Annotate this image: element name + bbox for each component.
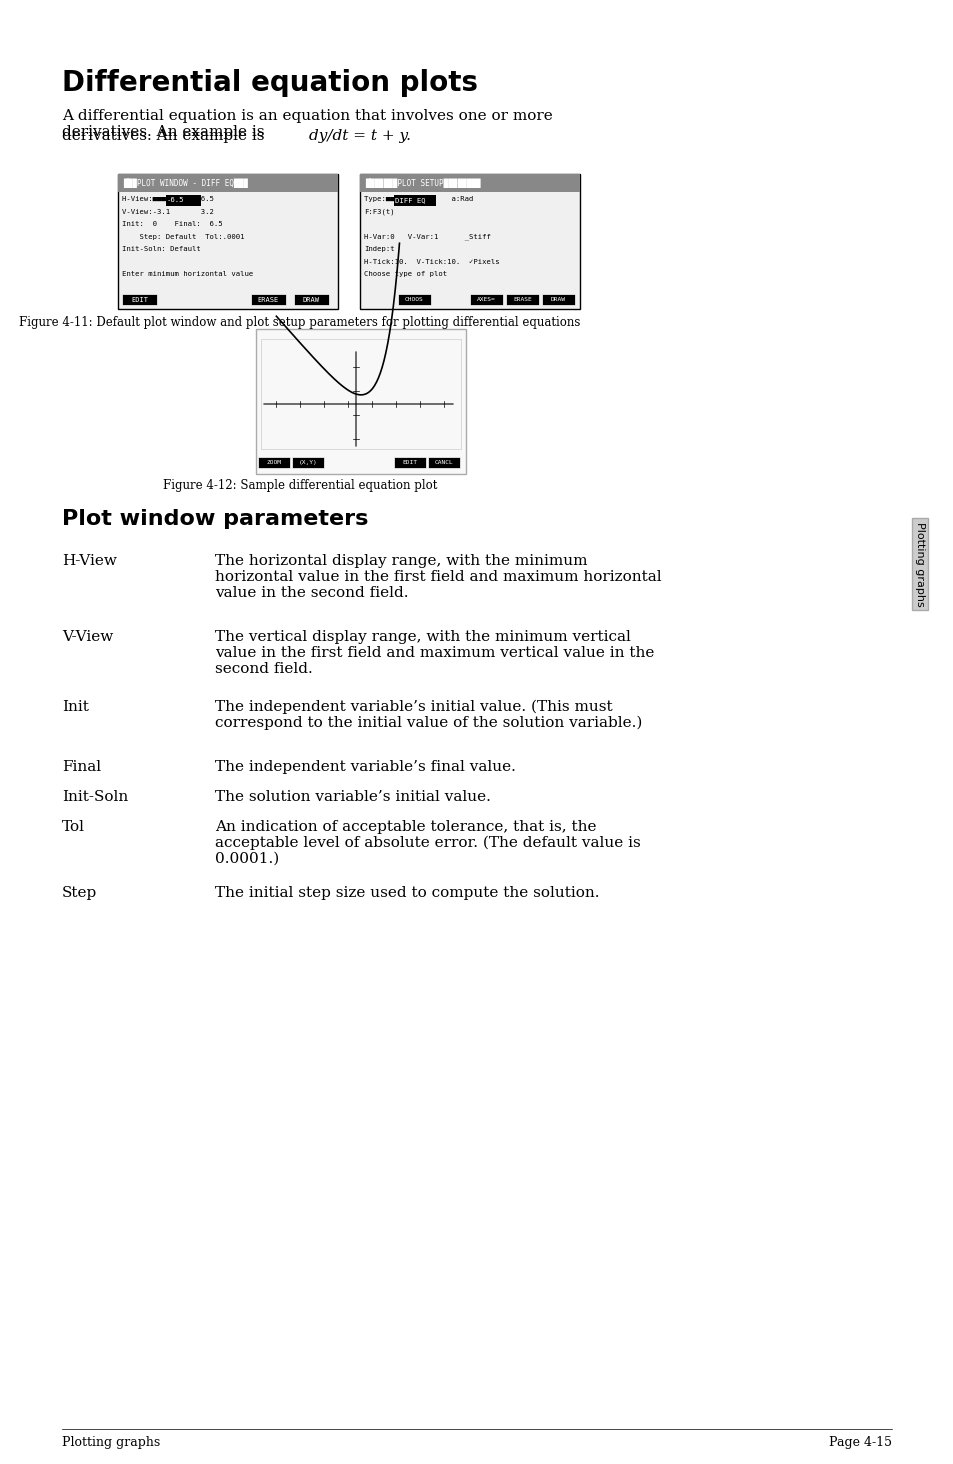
Bar <box>505 294 538 305</box>
Text: Indep:t: Indep:t <box>364 246 395 252</box>
Bar <box>122 294 157 305</box>
Text: Init-Soln: Init-Soln <box>62 791 128 804</box>
Text: value in the first field and maximum vertical value in the: value in the first field and maximum ver… <box>214 646 654 660</box>
Text: A differential equation is an equation that involves one or more
derivatives. An: A differential equation is an equation t… <box>62 108 552 139</box>
Text: Step: Step <box>62 886 97 900</box>
Text: The initial step size used to compute the solution.: The initial step size used to compute th… <box>214 886 598 900</box>
Text: ERASE: ERASE <box>257 297 279 303</box>
Text: Init-Soln: Default: Init-Soln: Default <box>122 246 200 252</box>
Text: derivatives. An example is: derivatives. An example is <box>62 129 269 143</box>
Bar <box>118 174 337 309</box>
Text: DIFF EQ: DIFF EQ <box>395 198 425 203</box>
Text: Plot window parameters: Plot window parameters <box>62 509 368 529</box>
Text: horizontal value in the first field and maximum horizontal: horizontal value in the first field and … <box>214 569 661 584</box>
Text: The independent variable’s initial value. (This must: The independent variable’s initial value… <box>214 700 612 714</box>
Text: The vertical display range, with the minimum vertical: The vertical display range, with the min… <box>214 630 630 644</box>
Text: (X,Y): (X,Y) <box>298 460 317 466</box>
Bar <box>359 174 579 309</box>
Text: Tol: Tol <box>62 820 85 834</box>
Bar <box>394 457 426 468</box>
Text: F:F3(t): F:F3(t) <box>364 208 395 215</box>
Text: ERASE: ERASE <box>513 297 532 302</box>
Text: Step: Default  Tol:.0001: Step: Default Tol:.0001 <box>122 233 244 240</box>
Text: EDIT: EDIT <box>131 297 148 303</box>
Text: -6.5: -6.5 <box>167 198 184 203</box>
Text: Final: Final <box>62 760 101 774</box>
Text: H-Var:0   V-Var:1      _Stiff: H-Var:0 V-Var:1 _Stiff <box>364 233 491 240</box>
Text: Plotting graphs: Plotting graphs <box>914 521 924 606</box>
Text: V-View:-3.1       3.2: V-View:-3.1 3.2 <box>122 208 213 215</box>
Text: Init: Init <box>62 700 89 714</box>
Text: Type:■■■■■■         a:Rad: Type:■■■■■■ a:Rad <box>364 196 473 202</box>
Text: DRAW: DRAW <box>551 297 565 302</box>
Text: H-Tick:10.  V-Tick:10.  ✓Pixels: H-Tick:10. V-Tick:10. ✓Pixels <box>364 259 499 265</box>
Text: Choose type of plot: Choose type of plot <box>364 271 447 277</box>
Bar <box>166 195 201 206</box>
Text: EDIT: EDIT <box>402 460 417 466</box>
Text: AXES=: AXES= <box>476 297 496 302</box>
Text: Figure 4-12: Sample differential equation plot: Figure 4-12: Sample differential equatio… <box>163 479 436 492</box>
Text: second field.: second field. <box>214 662 313 676</box>
Bar <box>118 174 337 192</box>
Bar <box>541 294 575 305</box>
Bar <box>397 294 431 305</box>
Bar <box>470 294 502 305</box>
Text: Enter minimum horizontal value: Enter minimum horizontal value <box>122 271 253 277</box>
Text: CANCL: CANCL <box>435 460 453 466</box>
Bar <box>261 340 460 449</box>
Text: The horizontal display range, with the minimum: The horizontal display range, with the m… <box>214 553 587 568</box>
Text: acceptable level of absolute error. (The default value is: acceptable level of absolute error. (The… <box>214 836 640 851</box>
Text: The independent variable’s final value.: The independent variable’s final value. <box>214 760 516 774</box>
Bar <box>428 457 459 468</box>
Text: CHOOS: CHOOS <box>405 297 423 302</box>
Bar <box>294 294 329 305</box>
Text: H-View:■■■■       6.5: H-View:■■■■ 6.5 <box>122 196 213 202</box>
Text: An indication of acceptable tolerance, that is, the: An indication of acceptable tolerance, t… <box>214 820 596 834</box>
Text: Figure 4-11: Default plot window and plot setup parameters for plotting differen: Figure 4-11: Default plot window and plo… <box>19 316 580 329</box>
Text: H-View: H-View <box>62 553 117 568</box>
Text: The solution variable’s initial value.: The solution variable’s initial value. <box>214 791 491 804</box>
Text: Init:  0    Final:  6.5: Init: 0 Final: 6.5 <box>122 221 222 227</box>
Text: ███PLOT WINDOW - DIFF EQ███: ███PLOT WINDOW - DIFF EQ███ <box>123 179 248 187</box>
Text: ZOOM: ZOOM <box>266 460 281 466</box>
Text: Page 4-15: Page 4-15 <box>828 1436 891 1449</box>
Text: 0.0001.): 0.0001.) <box>214 852 279 867</box>
Text: dy/dt = t + y.: dy/dt = t + y. <box>309 129 411 143</box>
Text: Differential equation plots: Differential equation plots <box>62 69 477 97</box>
Text: ███████PLOT SETUP████████: ███████PLOT SETUP████████ <box>365 179 480 187</box>
Text: correspond to the initial value of the solution variable.): correspond to the initial value of the s… <box>214 716 641 731</box>
Bar <box>359 174 579 192</box>
Text: V-View: V-View <box>62 630 113 644</box>
Bar <box>255 329 465 474</box>
Text: Plotting graphs: Plotting graphs <box>62 1436 160 1449</box>
Bar <box>394 195 436 206</box>
Bar <box>251 294 286 305</box>
Bar <box>292 457 324 468</box>
Text: value in the second field.: value in the second field. <box>214 586 408 600</box>
Text: DRAW: DRAW <box>303 297 319 303</box>
Bar <box>257 457 290 468</box>
